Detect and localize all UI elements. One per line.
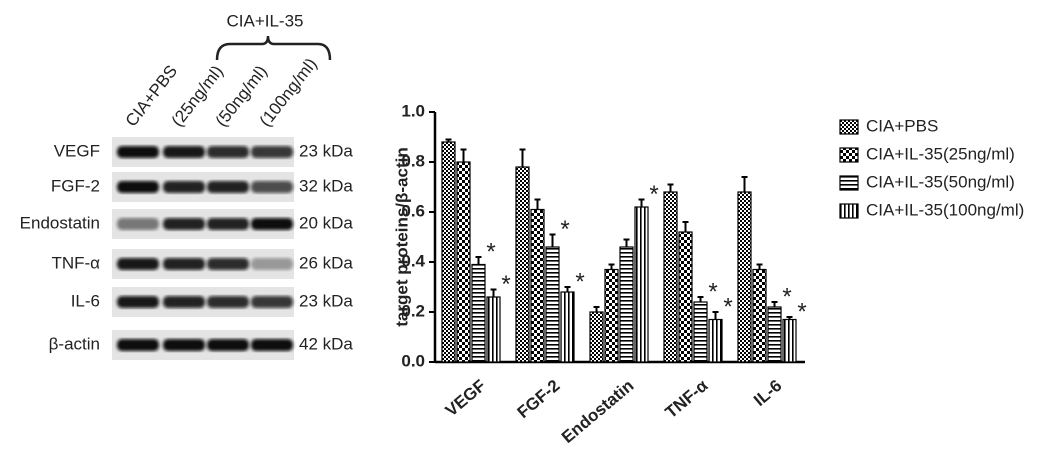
protein-label: β-actin — [49, 334, 100, 353]
significance-mark: * — [649, 181, 658, 208]
legend-label: CIA+IL-35(25ng/ml) — [866, 144, 1015, 163]
blot-band — [251, 218, 293, 230]
bar — [457, 162, 470, 362]
bar — [590, 312, 603, 362]
x-tick-label: TNF-α — [662, 376, 712, 423]
bar — [472, 265, 485, 363]
bar — [768, 307, 781, 362]
y-tick-label: 0.0 — [401, 351, 425, 370]
y-tick-label: 0.6 — [401, 201, 425, 220]
significance-mark: * — [560, 216, 569, 243]
size-label: 42 kDa — [299, 334, 353, 353]
y-tick-label: 0.8 — [401, 151, 425, 170]
bar — [487, 297, 500, 362]
blot-band — [163, 146, 205, 158]
bar — [516, 167, 529, 362]
x-tick-label: Endostatin — [558, 376, 638, 447]
protein-label: TNF-α — [51, 253, 100, 272]
significance-mark: * — [486, 238, 495, 265]
legend-swatch — [840, 148, 858, 162]
blot-band — [117, 258, 159, 270]
size-label: 23 kDa — [299, 141, 353, 160]
bar — [753, 270, 766, 363]
bar — [546, 247, 559, 362]
blot-band — [117, 339, 159, 351]
size-label: 23 kDa — [299, 291, 353, 310]
protein-label: IL-6 — [71, 291, 100, 310]
y-tick-label: 0.2 — [401, 301, 425, 320]
figure: CIA+IL-35 CIA+PBS(25ng/ml)(50ng/ml)(100n… — [0, 0, 1063, 452]
blot-band — [163, 296, 205, 308]
x-tick-label: VEGF — [442, 376, 490, 420]
blot-band — [117, 296, 159, 308]
x-tick-label: FGF-2 — [514, 376, 564, 422]
size-label: 32 kDa — [299, 176, 353, 195]
blot-band — [207, 146, 249, 158]
protein-label: Endostatin — [20, 213, 100, 232]
y-axis-label: target proteins/β-actin — [392, 147, 411, 326]
protein-label: FGF-2 — [51, 176, 100, 195]
blot-band — [207, 296, 249, 308]
size-label: 26 kDa — [299, 253, 353, 272]
blot-band — [163, 218, 205, 230]
bar — [561, 292, 574, 362]
legend-swatch — [840, 204, 858, 218]
bar — [694, 302, 707, 362]
blot-band — [207, 218, 249, 230]
blot-band — [207, 181, 249, 193]
bar — [664, 192, 677, 362]
blot-band — [117, 218, 159, 230]
legend-label: CIA+IL-35(50ng/ml) — [866, 172, 1015, 191]
bar — [531, 210, 544, 363]
significance-mark: * — [797, 298, 806, 325]
bar — [635, 207, 648, 362]
significance-mark: * — [708, 278, 717, 305]
group-label: CIA+IL-35 — [226, 11, 303, 30]
legend-swatch — [840, 120, 858, 134]
x-tick-label: IL-6 — [750, 376, 785, 410]
blot-band — [163, 181, 205, 193]
y-tick-label: 0.4 — [401, 251, 425, 270]
bar — [783, 320, 796, 363]
legend-label: CIA+IL-35(100ng/ml) — [866, 200, 1024, 219]
significance-mark: * — [782, 283, 791, 310]
blot-band — [251, 339, 293, 351]
size-label: 20 kDa — [299, 213, 353, 232]
blot-band — [163, 339, 205, 351]
blot-band — [207, 339, 249, 351]
legend-swatch — [840, 176, 858, 190]
bar — [442, 142, 455, 362]
bar — [709, 320, 722, 363]
blot-band — [163, 258, 205, 270]
legend-label: CIA+PBS — [866, 116, 938, 135]
bar — [738, 192, 751, 362]
blot-band — [117, 181, 159, 193]
bar — [679, 232, 692, 362]
blot-band — [207, 258, 249, 270]
group-bracket — [217, 36, 330, 60]
y-tick-label: 1.0 — [401, 101, 425, 120]
significance-mark: * — [575, 268, 584, 295]
lane-label: (100ng/ml) — [256, 54, 321, 130]
significance-mark: * — [723, 293, 732, 320]
protein-label: VEGF — [54, 141, 100, 160]
blot-band — [251, 181, 293, 193]
blot-band — [251, 296, 293, 308]
significance-mark: * — [501, 271, 510, 298]
blot-band — [251, 146, 293, 158]
blot-band — [117, 146, 159, 158]
bar — [620, 247, 633, 362]
blot-band — [251, 258, 293, 270]
bar — [605, 270, 618, 363]
